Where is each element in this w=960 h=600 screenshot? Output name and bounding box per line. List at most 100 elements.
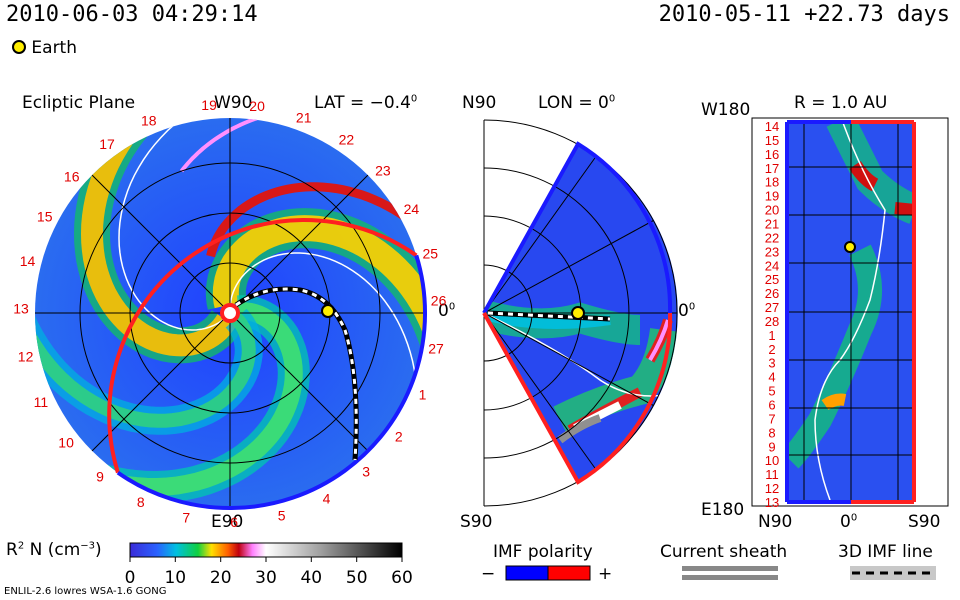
rotation-label: 7 bbox=[768, 411, 775, 426]
rotation-label: 13 bbox=[765, 495, 779, 510]
ecliptic-grid-spoke bbox=[229, 174, 369, 314]
colorbar-tick-label: 50 bbox=[346, 568, 368, 588]
imf-minus-label: − bbox=[481, 564, 496, 584]
imf-negative-swatch bbox=[505, 565, 549, 581]
rotation-label: 16 bbox=[765, 147, 779, 162]
density-peak bbox=[821, 393, 847, 411]
rotation-label: 20 bbox=[765, 203, 779, 218]
rotation-label: 23 bbox=[375, 163, 391, 179]
colorbar-tick-label: 10 bbox=[164, 568, 186, 588]
rotation-label: 5 bbox=[278, 508, 286, 524]
legend-graphics: 0 10 20 30 40 50 60 bbox=[125, 542, 936, 588]
rotation-label: 26 bbox=[431, 293, 447, 309]
rotation-label: 19 bbox=[201, 97, 217, 113]
rotation-label: 3 bbox=[362, 464, 370, 480]
rotation-label: 14 bbox=[765, 119, 779, 134]
timestamp: 2010-06-03 04:29:14 bbox=[6, 2, 258, 27]
rotation-label: 11 bbox=[34, 394, 49, 410]
rotation-label: 26 bbox=[765, 286, 779, 301]
rotation-label: 15 bbox=[37, 208, 53, 224]
imf-polarity-boundary-negative bbox=[482, 141, 673, 314]
radial-bottom-left-label: E180 bbox=[701, 500, 745, 520]
density-band bbox=[484, 310, 611, 329]
imf-polarity-boundary-negative bbox=[116, 254, 428, 511]
density-peak-pink bbox=[648, 319, 670, 362]
ecliptic-grid-spoke bbox=[229, 312, 369, 452]
imf-plus-label: + bbox=[598, 564, 613, 584]
colorbar-tick-label: 40 bbox=[300, 568, 322, 588]
rotation-label: 25 bbox=[423, 245, 439, 261]
ecliptic-right-label: 00 bbox=[438, 301, 456, 321]
earth-marker bbox=[321, 304, 335, 318]
rotation-label: 18 bbox=[765, 175, 779, 190]
rotation-label: 16 bbox=[64, 169, 80, 185]
earth-label: Earth bbox=[31, 38, 77, 58]
radial-x-left: N90 bbox=[758, 512, 793, 532]
earth-marker bbox=[571, 306, 585, 320]
imf-polarity-title: IMF polarity bbox=[493, 542, 593, 562]
colorbar bbox=[129, 542, 403, 558]
rotation-label: 8 bbox=[768, 425, 775, 440]
imf-polarity-boundary-positive bbox=[482, 312, 673, 485]
rotation-label: 15 bbox=[765, 133, 779, 148]
density-peak-pink bbox=[179, 118, 412, 173]
meridional-bottom-label: S90 bbox=[460, 512, 493, 532]
rotation-label: 18 bbox=[141, 112, 157, 128]
radial-title: R = 1.0 AU bbox=[794, 93, 888, 113]
radial-frame bbox=[751, 117, 949, 507]
rotation-label: 6 bbox=[230, 514, 238, 530]
imf3d-title: 3D IMF line bbox=[838, 542, 933, 562]
rotation-label: 3 bbox=[768, 356, 775, 371]
rotation-label: 12 bbox=[765, 481, 779, 496]
colorbar-label: R2 N (cm−3) bbox=[6, 540, 102, 560]
reference-date: 2010-05-11 +22.73 days bbox=[658, 2, 950, 27]
ecliptic-grid-spoke bbox=[91, 312, 231, 452]
density-peak-gray bbox=[557, 414, 602, 444]
rotation-label: 10 bbox=[765, 453, 779, 468]
rotation-label: 11 bbox=[765, 467, 779, 482]
rotation-label: 23 bbox=[765, 244, 779, 259]
rotation-label: 2 bbox=[768, 342, 775, 357]
rotation-label: 9 bbox=[96, 469, 104, 485]
rotation-label: 24 bbox=[765, 258, 779, 273]
radial-top-left-label: W180 bbox=[701, 100, 751, 120]
rotation-label: 1 bbox=[419, 387, 427, 403]
rotation-label: 10 bbox=[58, 435, 74, 451]
imf-polarity-boundary-positive bbox=[107, 217, 418, 474]
rotation-label: 21 bbox=[765, 217, 779, 232]
colorbar-tick-label: 20 bbox=[210, 568, 232, 588]
rotation-label: 5 bbox=[768, 384, 775, 399]
ecliptic-lat-label: LAT = −0.40 bbox=[314, 93, 418, 113]
rotation-label: 4 bbox=[768, 370, 775, 385]
sun-icon bbox=[220, 303, 240, 323]
rotation-label: 21 bbox=[296, 109, 312, 125]
rotation-label: 28 bbox=[765, 314, 779, 329]
model-info: ENLIL-2.6 lowres WSA-1.6 GONG bbox=[4, 586, 167, 597]
meridional-panel bbox=[482, 119, 678, 507]
radial-panel: 1415161718192021222324252627281234567891… bbox=[751, 117, 949, 510]
rotation-label: 13 bbox=[13, 301, 29, 317]
rotation-label: 24 bbox=[404, 201, 420, 217]
current-sheath-title: Current sheath bbox=[660, 542, 788, 562]
meridional-grid-spoke bbox=[483, 312, 597, 471]
rotation-label: 20 bbox=[249, 98, 265, 114]
colorbar-tick-label: 0 bbox=[125, 568, 136, 588]
rotation-label: 4 bbox=[323, 490, 331, 506]
earth-icon bbox=[12, 40, 26, 54]
meridional-top-label: N90 bbox=[462, 93, 497, 113]
rotation-label: 17 bbox=[765, 161, 779, 176]
density-band bbox=[787, 244, 882, 469]
earth-legend: Earth bbox=[12, 38, 77, 58]
radial-x-right: S90 bbox=[908, 512, 941, 532]
meridional-grid bbox=[483, 119, 678, 507]
rotation-label: 22 bbox=[765, 230, 779, 245]
rotation-label: 6 bbox=[768, 398, 775, 413]
imf3d-swatch-bg bbox=[850, 566, 936, 580]
density-band bbox=[553, 327, 678, 434]
rotation-label: 12 bbox=[18, 348, 34, 364]
meridional-grid-spoke bbox=[483, 220, 654, 314]
ecliptic-grid-spoke bbox=[91, 174, 231, 314]
ecliptic-bottom-label: E90 bbox=[211, 512, 244, 532]
